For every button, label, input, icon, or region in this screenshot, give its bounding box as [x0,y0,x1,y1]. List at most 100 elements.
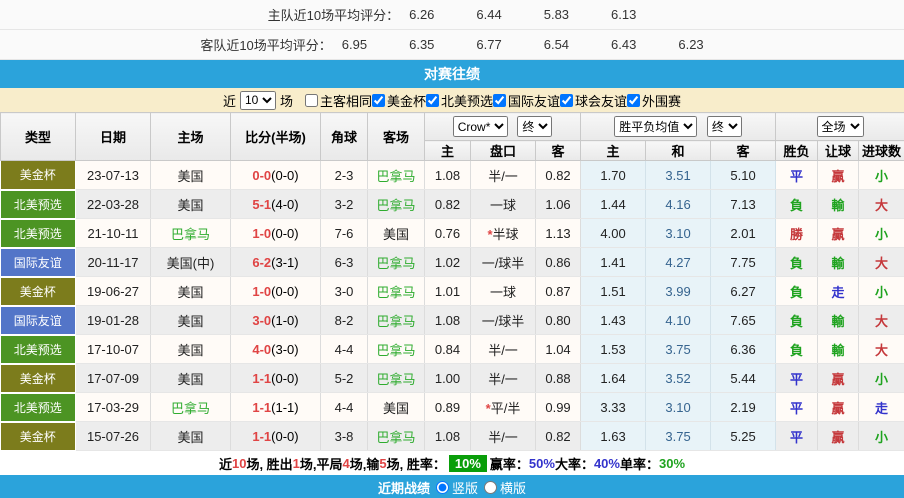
horizontal-layout-radio[interactable] [484,480,497,494]
match-type-cell: 北美预选 [0,392,76,423]
goals-result-cell: 小 [858,276,904,306]
home-odds-cell: 1.02 [424,247,471,277]
mean-away-cell: 5.10 [710,160,777,190]
win-rate-badge: 10% [448,454,487,472]
date-cell: 21-10-11 [75,218,151,248]
mean-draw-cell: 3.75 [645,334,712,364]
odds-source-select[interactable]: Crow* [452,116,508,137]
filter-option-3[interactable]: 北美预选 [426,91,493,110]
home-team-cell: 美国 [150,334,231,364]
vertical-layout-option[interactable]: 竖版 [435,478,478,497]
mean-away-cell: 7.13 [710,189,777,219]
filter-checkbox[interactable] [371,93,385,107]
home-odds-cell: 0.89 [424,392,471,422]
away-odds-cell: 0.82 [535,421,582,451]
score-cell: 1-1(1-1) [230,392,321,422]
full-score: 1-1 [252,399,272,415]
full-score: 0-0 [252,167,272,183]
away-odds-cell: 1.13 [535,218,582,248]
mean-home-cell: 1.53 [580,334,647,364]
home-team-cell: 巴拿马 [150,392,231,422]
handicap-result-cell: 輸 [817,334,860,364]
horizontal-layout-option[interactable]: 横版 [484,478,526,497]
odds-state-select[interactable]: 终 [517,116,553,137]
goals-result-cell: 小 [858,363,904,393]
mean-home-cell: 1.51 [580,276,647,306]
score-cell: 1-1(0-0) [230,421,321,451]
handicap-result-cell: 輸 [817,305,860,335]
score-cell: 5-1(4-0) [230,189,321,219]
home-odds-cell: 1.00 [424,363,471,393]
mean-state-select[interactable]: 终 [706,116,742,137]
table-row: 美金杯 17-07-09 美国 1-1(0-0) 5-2 巴拿马 1.00 半/一 0.88 1.… [0,363,904,394]
mean-draw-cell: 3.99 [645,276,712,306]
away-odds-cell: 1.06 [535,189,582,219]
h2h-table-body: 美金杯 23-07-13 美国 0-0(0-0) 2-3 巴拿马 1.08 半/一 0.82 1.… [0,160,904,452]
filter-option-1[interactable]: 主客相同 [304,91,372,110]
filter-checkbox-label: 北美预选 [441,93,494,109]
table-row: 美金杯 19-06-27 美国 1-0(0-0) 3-0 巴拿马 1.01 一球 0.87 1.5… [0,276,904,307]
handicap-cell: *平/半 [470,392,536,422]
subcol-odds-away: 客 [534,140,582,161]
filter-checkbox[interactable] [304,93,318,107]
summary-segment: 4 [342,455,350,471]
match-type-cell: 北美预选 [0,218,76,249]
summary-row: 近 10 场, 胜出 1 场,平局 4 场,输 5 场, 胜率： 10% 赢率：… [0,451,904,475]
mean-home-cell: 1.44 [580,189,647,219]
wdl-result-cell: 平 [775,160,819,190]
home-odds-cell: 1.08 [424,421,471,451]
half-score: (4-0) [271,196,299,212]
subcol-handicap: 盘口 [470,140,536,161]
away-rating-value: 6.23 [678,37,704,52]
filter-checkbox[interactable] [426,93,439,107]
corner-cell: 3-2 [320,189,368,219]
filter-bar: 近 10 场 主客相同 美金杯 北美预选 国际友谊 球会友谊 外围赛 [0,88,904,112]
mean-home-cell: 1.63 [580,421,647,451]
handicap-result-cell: 贏 [817,363,860,393]
table-row: 北美预选 17-10-07 美国 4-0(3-0) 4-4 巴拿马 0.84 半/一 1.04 1… [0,334,904,365]
away-odds-cell: 0.88 [535,363,582,393]
away-odds-cell: 0.82 [535,160,582,190]
scope-group-header: 全场 [775,112,904,141]
corner-cell: 4-4 [320,392,368,422]
mean-home-cell: 1.70 [580,160,647,190]
handicap-result-cell: 贏 [817,218,860,248]
away-team-cell: 美国 [367,392,425,422]
home-odds-cell: 0.84 [424,334,471,364]
away-rating-label: 客队近10场平均评分： [200,38,332,53]
handicap-result-cell: 走 [817,276,860,306]
vertical-layout-label: 竖版 [451,480,478,496]
home-team-cell: 美国 [150,276,231,306]
goals-result-cell: 大 [858,247,904,277]
filter-option-2[interactable]: 美金杯 [371,91,426,110]
vertical-layout-radio[interactable] [435,480,449,494]
mean-type-select[interactable]: 胜平负均值 [614,116,698,137]
filter-checkbox[interactable] [627,93,641,107]
away-odds-cell: 0.80 [535,305,582,335]
filter-option-5[interactable]: 球会友谊 [560,91,627,110]
match-type-cell: 国际友谊 [0,247,76,278]
table-row: 美金杯 15-07-26 美国 1-1(0-0) 3-8 巴拿马 1.08 半/一 0.82 1.… [0,421,904,452]
mean-draw-cell: 4.16 [645,189,712,219]
match-count-select[interactable]: 10 [239,90,276,110]
wdl-result-cell: 勝 [775,218,819,248]
corner-cell: 5-2 [320,363,368,393]
summary-segment: 场,平局 [299,456,343,472]
corner-cell: 6-3 [320,247,368,277]
away-rating-value: 6.77 [476,37,502,52]
mean-away-cell: 7.65 [710,305,777,335]
scope-select[interactable]: 全场 [816,116,864,137]
filter-checkbox[interactable] [560,93,574,107]
wdl-result-cell: 平 [775,363,819,393]
filter-checkbox[interactable] [493,93,507,107]
filter-option-6[interactable]: 外围赛 [627,91,681,110]
filter-option-4[interactable]: 国际友谊 [493,91,560,110]
home-team-cell: 巴拿马 [150,218,231,248]
handicap-cell: 半/一 [470,421,536,451]
full-score: 3-0 [252,312,272,328]
subcol-mean-home: 主 [580,140,647,161]
odds-group-header: Crow* 终 [423,112,582,141]
summary-segment: 近 [218,456,232,472]
home-team-cell: 美国 [150,363,231,393]
full-score: 4-0 [252,341,272,357]
